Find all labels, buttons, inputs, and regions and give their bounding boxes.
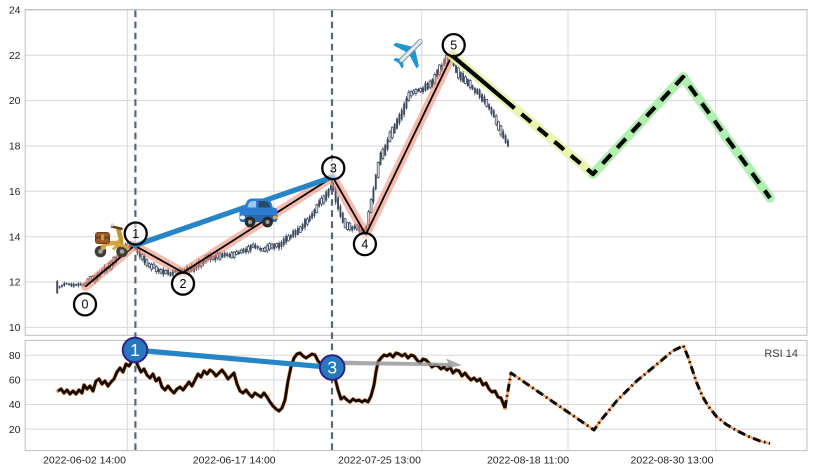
svg-text:60: 60 bbox=[9, 374, 21, 386]
svg-text:2022-06-02 14:00: 2022-06-02 14:00 bbox=[43, 455, 126, 467]
svg-text:80: 80 bbox=[9, 350, 21, 362]
svg-text:1: 1 bbox=[132, 227, 139, 241]
svg-text:5: 5 bbox=[450, 38, 457, 52]
svg-text:20: 20 bbox=[9, 424, 21, 436]
svg-text:18: 18 bbox=[9, 141, 21, 153]
svg-text:1: 1 bbox=[130, 340, 140, 360]
svg-text:24: 24 bbox=[9, 5, 21, 17]
svg-text:2022-08-30 13:00: 2022-08-30 13:00 bbox=[631, 455, 714, 467]
svg-text:2022-08-18 11:00: 2022-08-18 11:00 bbox=[487, 455, 569, 467]
svg-text:22: 22 bbox=[9, 50, 21, 62]
svg-text:3: 3 bbox=[327, 358, 337, 378]
svg-text:3: 3 bbox=[330, 161, 337, 175]
svg-text:16: 16 bbox=[9, 186, 21, 198]
svg-text:14: 14 bbox=[9, 231, 21, 243]
svg-text:12: 12 bbox=[9, 277, 21, 289]
svg-text:20: 20 bbox=[9, 95, 21, 107]
svg-text:2: 2 bbox=[180, 277, 187, 291]
svg-text:10: 10 bbox=[9, 322, 21, 334]
svg-text:2022-07-25 13:00: 2022-07-25 13:00 bbox=[338, 455, 421, 467]
svg-text:2022-06-17 14:00: 2022-06-17 14:00 bbox=[193, 455, 276, 467]
svg-text:0: 0 bbox=[82, 298, 89, 312]
svg-text:RSI 14: RSI 14 bbox=[764, 348, 798, 360]
svg-text:40: 40 bbox=[9, 399, 21, 411]
svg-text:4: 4 bbox=[361, 237, 368, 251]
